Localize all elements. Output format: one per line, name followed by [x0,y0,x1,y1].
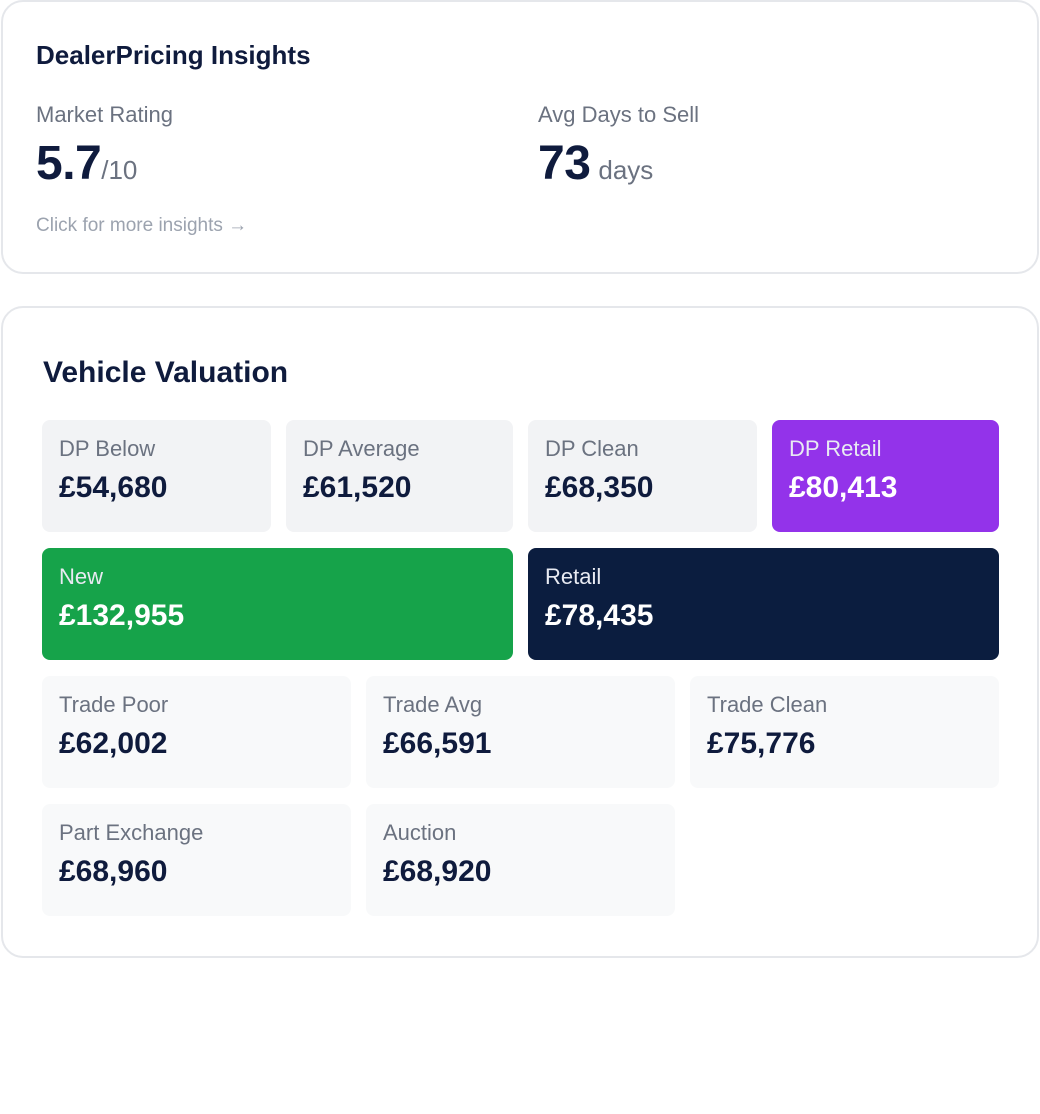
tile-trade-poor[interactable]: Trade Poor £62,002 [42,676,351,788]
market-rating-value-row: 5.7/10 [36,136,173,191]
tile-label: Part Exchange [59,820,204,845]
tile-dp-retail[interactable]: DP Retail £80,413 [772,420,999,532]
tile-label: DP Below [59,436,156,461]
tile-value: £78,435 [545,599,654,632]
tile-value: £61,520 [303,471,412,504]
tile-part-exchange[interactable]: Part Exchange £68,960 [42,804,351,916]
tile-value: £75,776 [707,727,816,760]
tile-trade-clean[interactable]: Trade Clean £75,776 [690,676,999,788]
avg-days-value-row: 73 days [538,136,699,191]
avg-days-suffix: days [598,155,654,185]
market-rating-metric: Market Rating 5.7/10 [36,102,173,191]
market-rating-suffix: /10 [101,155,138,185]
tile-value: £132,955 [59,599,185,632]
tile-auction[interactable]: Auction £68,920 [366,804,675,916]
tile-label: Retail [545,564,602,589]
tile-label: Trade Poor [59,692,169,717]
tile-label: Trade Avg [383,692,483,717]
tile-dp-clean[interactable]: DP Clean £68,350 [528,420,757,532]
insights-card[interactable]: DealerPricing Insights Market Rating 5.7… [1,0,1039,274]
tile-value: £54,680 [59,471,168,504]
avg-days-metric: Avg Days to Sell 73 days [538,102,699,191]
tile-label: Auction [383,820,457,845]
tile-value: £68,960 [59,855,168,888]
more-insights-link[interactable]: Click for more insights → [36,215,248,236]
tile-label: New [59,564,104,589]
market-rating-label: Market Rating [36,102,173,127]
tile-value: £66,591 [383,727,492,760]
tile-trade-avg[interactable]: Trade Avg £66,591 [366,676,675,788]
tile-label: Trade Clean [707,692,828,717]
tile-retail[interactable]: Retail £78,435 [528,548,999,660]
tile-dp-below[interactable]: DP Below £54,680 [42,420,271,532]
avg-days-label: Avg Days to Sell [538,102,700,127]
valuation-card: Vehicle Valuation DP Below £54,680 DP Av… [1,306,1039,958]
market-rating-value: 5.7 [36,137,102,190]
tile-dp-average[interactable]: DP Average £61,520 [286,420,513,532]
insights-title: DealerPricing Insights [36,40,311,70]
avg-days-value: 73 [538,137,591,190]
tile-label: DP Clean [545,436,639,461]
tile-label: DP Average [303,436,420,461]
tile-new[interactable]: New £132,955 [42,548,513,660]
valuation-title: Vehicle Valuation [43,356,289,389]
tile-value: £80,413 [789,471,898,504]
tile-value: £62,002 [59,727,168,760]
tile-label: DP Retail [789,436,882,461]
tile-value: £68,920 [383,855,492,888]
tile-value: £68,350 [545,471,654,504]
